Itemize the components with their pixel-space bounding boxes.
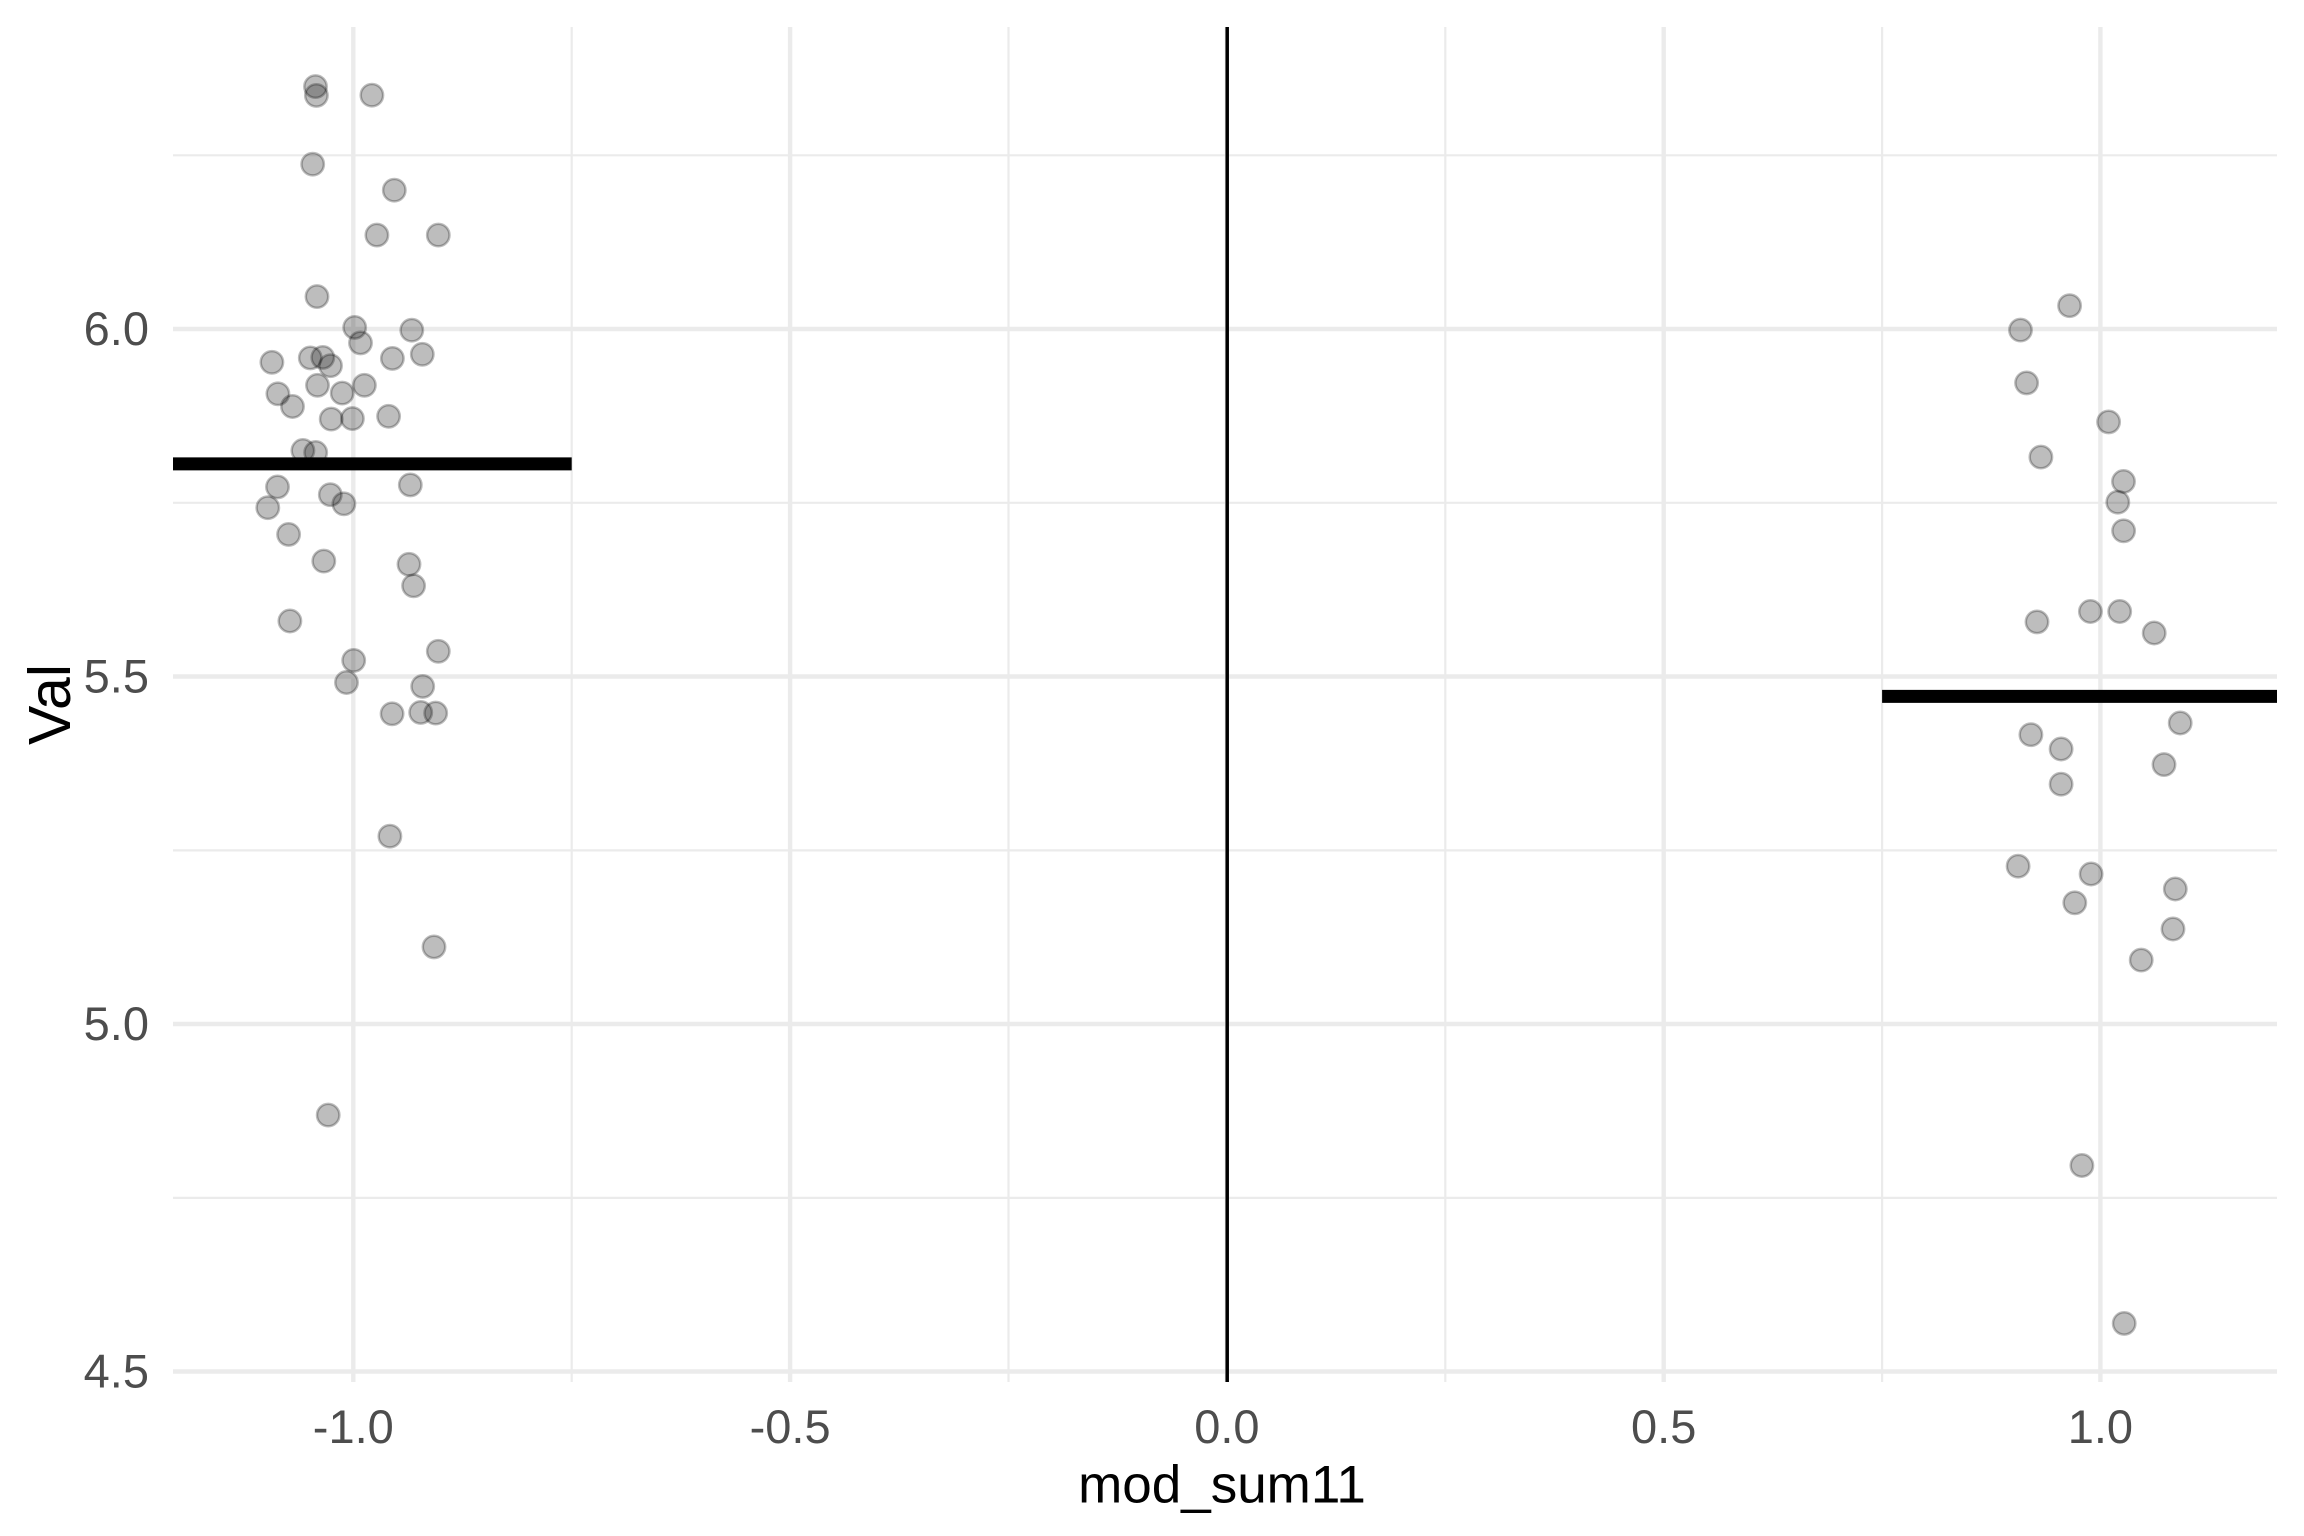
svg-text:-0.5: -0.5 <box>750 1400 831 1453</box>
svg-text:5.5: 5.5 <box>84 650 149 703</box>
svg-text:5.0: 5.0 <box>84 997 149 1050</box>
svg-text:1.0: 1.0 <box>2068 1400 2133 1453</box>
svg-text:-1.0: -1.0 <box>313 1400 394 1453</box>
svg-text:4.5: 4.5 <box>84 1345 149 1398</box>
svg-text:6.0: 6.0 <box>84 302 149 355</box>
svg-text:0.0: 0.0 <box>1194 1400 1259 1453</box>
svg-text:0.5: 0.5 <box>1631 1400 1696 1453</box>
svg-text:mod_sum11: mod_sum11 <box>1078 1456 1366 1515</box>
svg-text:Val: Val <box>17 664 83 745</box>
